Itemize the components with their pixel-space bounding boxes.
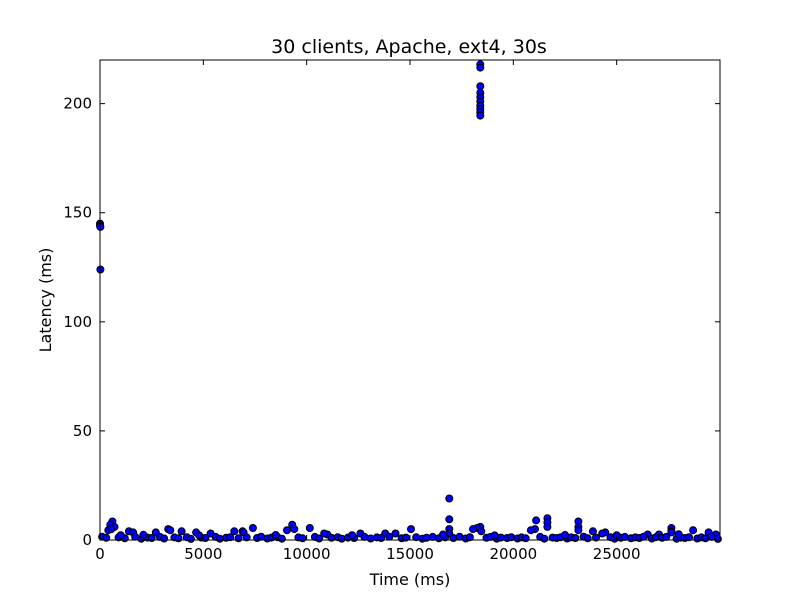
data-point-80 xyxy=(174,534,183,543)
data-point-54 xyxy=(407,525,415,534)
data-point-131 xyxy=(521,534,530,543)
x-tick-label-1: 5000 xyxy=(184,545,222,563)
data-point-41 xyxy=(305,524,314,532)
data-point-173 xyxy=(674,530,683,539)
data-point-62 xyxy=(588,527,597,536)
data-point-170 xyxy=(490,531,499,540)
data-point-168 xyxy=(348,531,357,540)
data-point-63 xyxy=(598,529,607,538)
ticks-layer: 0 5000 10000 15000 20000 25000 0 50 100 150 200 xyxy=(63,60,720,563)
data-point-98 xyxy=(298,534,307,543)
data-point-133 xyxy=(540,534,549,543)
data-point-166 xyxy=(195,531,204,540)
data-point-51 xyxy=(177,527,186,536)
data-point-39 xyxy=(283,526,291,535)
x-tick-label-3: 15000 xyxy=(386,545,434,563)
data-point-154 xyxy=(662,532,671,541)
data-point-141 xyxy=(583,534,592,543)
data-point-110 xyxy=(385,532,394,541)
data-point-5 xyxy=(445,515,454,524)
y-tick-label-4: 200 xyxy=(63,95,92,113)
y-tick-label-0: 0 xyxy=(82,531,92,549)
data-point-150 xyxy=(639,532,648,541)
data-point-112 xyxy=(401,533,410,542)
data-point-37 xyxy=(107,525,116,534)
y-tick-label-1: 50 xyxy=(73,422,92,440)
data-point-165 xyxy=(139,530,148,539)
x-tick-label-5: 25000 xyxy=(593,545,641,563)
data-point-88 xyxy=(226,533,235,542)
data-point-122 xyxy=(465,533,474,542)
data-point-60 xyxy=(526,526,535,535)
data-point-29 xyxy=(574,526,583,535)
data-point-25 xyxy=(543,522,552,531)
data-point-32 xyxy=(667,528,676,537)
data-point-169 xyxy=(439,530,448,539)
data-point-78 xyxy=(160,534,169,543)
data-point-21 xyxy=(477,527,486,536)
x-tick-label-4: 20000 xyxy=(489,545,537,563)
y-tick-label-2: 100 xyxy=(63,313,92,331)
data-point-158 xyxy=(685,533,693,542)
data-point-142 xyxy=(592,533,600,542)
data-point-49 xyxy=(166,526,175,535)
data-point-167 xyxy=(271,531,280,539)
data-point-55 xyxy=(391,529,400,538)
data-point-171 xyxy=(561,531,569,539)
data-point-22 xyxy=(532,516,541,525)
data-point-17 xyxy=(476,111,485,120)
y-axis-label: Latency (ms) xyxy=(36,248,55,353)
chart-title: 30 clients, Apache, ext4, 30s xyxy=(271,36,547,58)
x-axis-label: Time (ms) xyxy=(369,570,451,589)
y-tick-label-3: 150 xyxy=(63,204,92,222)
data-point-90 xyxy=(242,533,251,542)
data-point-42 xyxy=(248,524,257,532)
data-point-100 xyxy=(315,534,324,543)
data-point-10 xyxy=(476,82,485,91)
data-point-89 xyxy=(234,534,243,543)
data-point-82 xyxy=(186,534,195,543)
data-point-44 xyxy=(230,527,239,536)
data-point-20 xyxy=(469,525,477,534)
x-tick-label-2: 10000 xyxy=(283,545,331,563)
data-point-59 xyxy=(320,529,329,538)
data-point-4 xyxy=(445,494,454,503)
data-point-64 xyxy=(689,526,698,535)
data-point-40 xyxy=(290,525,299,534)
data-point-164 xyxy=(116,531,125,540)
x-tick-label-0: 0 xyxy=(95,545,105,563)
data-point-9 xyxy=(476,63,485,72)
